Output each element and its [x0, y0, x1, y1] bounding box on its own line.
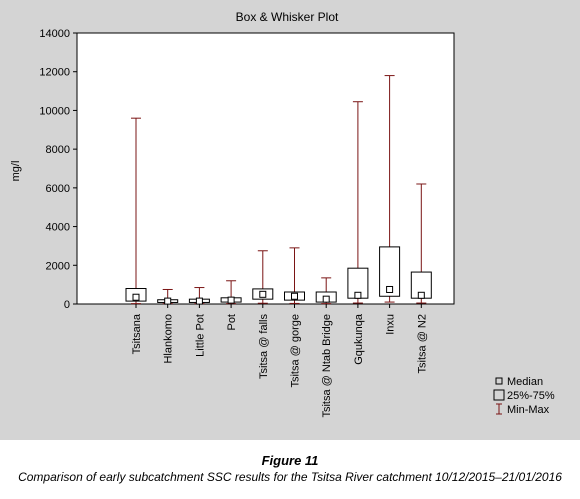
y-tick-label: 8000 [46, 144, 70, 156]
legend-box-label: 25%-75% [507, 390, 555, 402]
y-tick-label: 6000 [46, 183, 70, 195]
figure-label: Figure 11 [261, 453, 319, 468]
chart-title: Box & Whisker Plot [236, 10, 339, 24]
median-marker [291, 292, 298, 300]
box-plot-item [347, 101, 369, 304]
median-marker [354, 291, 362, 299]
x-category-label: Tsitsa @ gorge [290, 314, 302, 388]
y-tick-label: 4000 [46, 222, 70, 234]
box-plot-item [315, 277, 337, 305]
y-tick-label: 0 [64, 299, 70, 311]
legend-median-icon [495, 377, 503, 385]
box-plot-item [379, 75, 401, 303]
x-category-label: Tsitsana [131, 313, 143, 354]
x-axis: Tsitsana Hlankomo Little Pot Pot Tsitsa @ fa… [131, 304, 428, 418]
box-plot-item [125, 117, 147, 305]
y-axis-label: mg/l [10, 161, 22, 182]
box-plot-item [284, 247, 305, 304]
legend: Median 25%-75% Min-Max [493, 376, 555, 416]
x-category-label: Gqukunqa [353, 313, 365, 365]
figure-caption: Figure 11 Comparison of early subcatchme… [0, 452, 580, 485]
x-category-label: Inxu [385, 314, 397, 335]
box-plot-item [220, 280, 242, 305]
median-marker [132, 293, 140, 301]
box-series [125, 75, 432, 305]
x-category-label: Tsitsa @ N2 [416, 314, 428, 373]
median-marker [227, 296, 235, 304]
y-tick-label: 12000 [39, 67, 70, 79]
x-category-label: Hlankomo [163, 314, 175, 364]
x-category-label: Tsitsa @ Ntab Bridge [321, 314, 333, 418]
y-axis: 0 2000 4000 6000 8000 10000 12000 14000 [39, 28, 77, 311]
iqr-box [379, 246, 401, 297]
median-marker [164, 297, 172, 305]
median-marker [417, 291, 425, 299]
median-marker [386, 285, 394, 293]
median-marker [195, 297, 203, 305]
y-tick-label: 14000 [39, 28, 70, 40]
chart-frame: Box & Whisker Plot 0 2000 4000 6000 8000 1000… [0, 0, 580, 440]
median-marker [322, 295, 330, 303]
x-category-label: Little Pot [194, 314, 206, 357]
box-whisker-chart: Box & Whisker Plot 0 2000 4000 6000 8000 1000… [10, 10, 555, 418]
legend-minmax-icon [496, 403, 502, 415]
box-plot-item [252, 250, 274, 304]
median-marker [259, 290, 267, 298]
x-category-label: Pot [226, 314, 238, 331]
legend-box-icon [493, 389, 505, 401]
x-category-label: Tsitsa @ falls [258, 314, 270, 379]
y-tick-label: 2000 [46, 260, 70, 272]
legend-median-label: Median [507, 376, 543, 388]
y-tick-label: 10000 [39, 105, 70, 117]
figure-caption-text: Comparison of early subcatchment SSC res… [18, 470, 562, 484]
box-plot-item [410, 183, 432, 304]
legend-minmax-label: Min-Max [507, 404, 550, 416]
